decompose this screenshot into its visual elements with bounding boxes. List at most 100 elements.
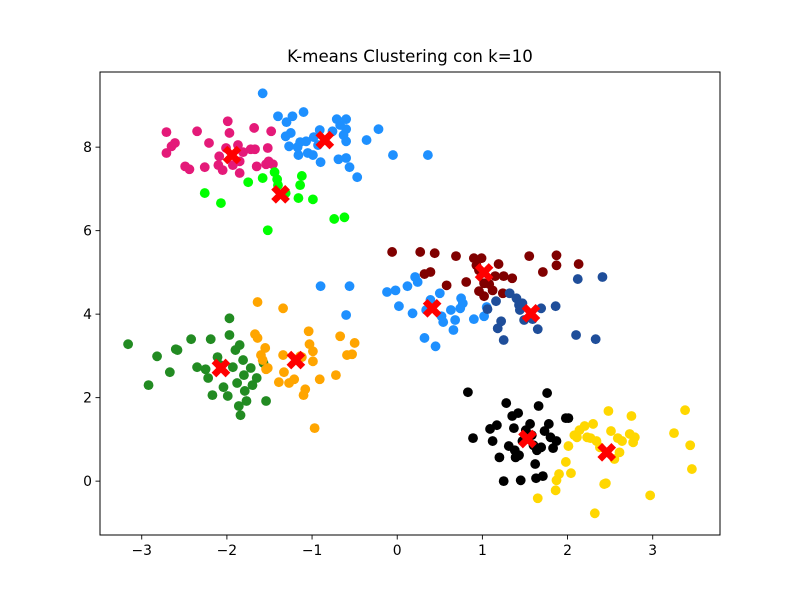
cluster-10-point — [600, 478, 611, 489]
cluster-2-point — [284, 141, 294, 152]
cluster-5-point — [390, 285, 401, 296]
cluster-4-point — [551, 250, 562, 261]
cluster-2-centroid-marker — [315, 130, 335, 150]
cluster-1-point — [170, 138, 180, 148]
cluster-9-point — [514, 450, 524, 461]
cluster-2-point — [293, 150, 304, 160]
cluster-2-point — [333, 154, 344, 165]
cluster-9-point — [531, 473, 541, 484]
cluster-5-point — [402, 281, 413, 292]
cluster-8-point — [349, 338, 360, 348]
cluster-4-point — [573, 259, 584, 269]
cluster-10-centroid-marker — [597, 443, 617, 462]
cluster-4-point — [490, 271, 501, 282]
x-tick-label: −3 — [131, 543, 151, 559]
cluster-2-point — [298, 107, 309, 117]
cluster-10-point — [680, 405, 690, 416]
x-tick-label: 2 — [563, 543, 572, 559]
cluster-6-point — [492, 323, 503, 334]
cluster-4-point — [415, 247, 426, 257]
cluster-2-point — [257, 88, 268, 99]
cluster-7-point — [227, 362, 238, 373]
cluster-1-point — [192, 126, 202, 137]
cluster-5-point — [394, 301, 404, 312]
cluster-8-point — [262, 363, 273, 373]
cluster-7-point — [261, 396, 271, 406]
cluster-2-point — [341, 136, 352, 147]
cluster-5-point — [448, 325, 459, 335]
cluster-2-point — [280, 131, 291, 142]
cluster-7-point — [200, 364, 211, 375]
cluster-9-point — [463, 387, 473, 398]
cluster-4-point — [551, 260, 562, 271]
cluster-10-point — [614, 447, 625, 458]
cluster-8-point — [252, 333, 263, 343]
cluster-6-point — [514, 305, 525, 315]
cluster-7-point — [241, 396, 252, 406]
cluster-2-point — [295, 137, 306, 148]
cluster-1-point — [214, 151, 225, 162]
cluster-4-point — [487, 285, 498, 296]
cluster-3-point — [257, 173, 268, 183]
cluster-7-point — [247, 380, 258, 391]
cluster-9-point — [468, 433, 478, 444]
cluster-10-point — [645, 490, 656, 501]
cluster-7-point — [224, 313, 235, 324]
cluster-7-point — [207, 390, 218, 401]
cluster-5-point — [445, 305, 456, 315]
cluster-9-point — [503, 441, 514, 451]
x-tick-label: 3 — [648, 543, 657, 559]
cluster-9-point — [525, 419, 535, 429]
cluster-1-point — [249, 123, 260, 133]
cluster-10-point — [685, 440, 696, 451]
y-tick-label: 4 — [83, 307, 92, 323]
cluster-8-point — [279, 367, 289, 378]
cluster-8-point — [252, 297, 263, 307]
x-tick-label: 1 — [478, 543, 487, 559]
cluster-4-point — [537, 267, 548, 277]
cluster-5-point — [341, 310, 352, 320]
cluster-2-point — [314, 125, 325, 135]
cluster-9-point — [536, 442, 547, 453]
cluster-1-point — [267, 159, 278, 170]
cluster-8-point — [257, 355, 268, 365]
cluster-6-point — [550, 301, 561, 312]
cluster-3-point — [262, 225, 273, 236]
cluster-3-point — [295, 180, 306, 191]
cluster-2-point — [361, 135, 372, 145]
cluster-8-point — [278, 303, 288, 314]
cluster-10-point — [603, 406, 614, 416]
cluster-7-point — [123, 339, 133, 350]
cluster-5-point — [315, 281, 326, 292]
cluster-3-point — [296, 171, 307, 181]
cluster-8-point — [260, 343, 271, 353]
cluster-4-point — [498, 271, 509, 282]
cluster-7-point — [224, 330, 235, 340]
cluster-9-point — [539, 426, 550, 436]
cluster-1-point — [262, 143, 273, 153]
cluster-5-point — [382, 287, 392, 297]
cluster-7-point — [186, 334, 197, 345]
cluster-10-point — [588, 419, 598, 429]
cluster-1-point — [204, 138, 214, 148]
axes-frame — [99, 71, 721, 536]
cluster-10-point — [566, 468, 576, 479]
cluster-8-centroid-marker — [286, 350, 306, 370]
cluster-3-centroid-marker — [271, 184, 290, 204]
cluster-8-point — [303, 326, 314, 337]
cluster-7-point — [192, 362, 202, 373]
cluster-7-point — [234, 340, 245, 350]
cluster-5-point — [457, 298, 468, 309]
x-axis: −3 −2 −1 0 1 2 3 — [131, 535, 657, 559]
cluster-6-point — [491, 296, 501, 307]
cluster-7-point — [233, 401, 244, 411]
cluster-6-point — [590, 334, 601, 345]
cluster-4-point — [441, 280, 452, 291]
cluster-2-point — [281, 117, 292, 127]
cluster-9-point — [530, 459, 541, 469]
cluster-10-point — [560, 457, 571, 467]
cluster-4-point — [425, 267, 436, 277]
cluster-9-point — [513, 408, 524, 418]
cluster-3-point — [293, 193, 304, 203]
